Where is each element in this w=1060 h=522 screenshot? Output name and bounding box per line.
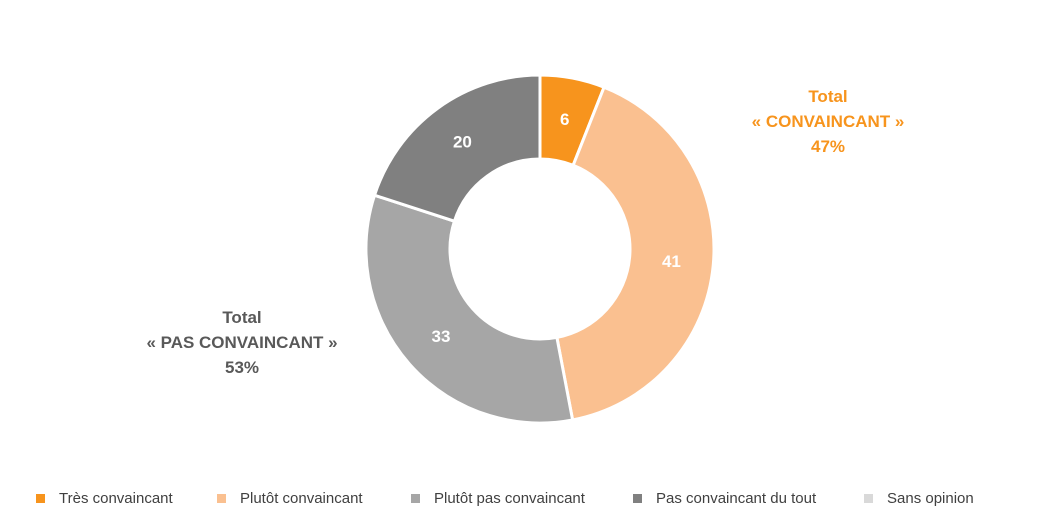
legend-label-plutot-convaincant: Plutôt convaincant <box>240 489 363 507</box>
slice-plutot-convaincant <box>555 85 716 422</box>
chart-legend: Très convaincant Plutôt convaincant Plut… <box>0 486 1060 510</box>
legend-swatch-tres-convaincant <box>36 493 45 503</box>
legend-item-plutot-pas-convaincant: Plutôt pas convaincant <box>411 486 585 510</box>
slice-plutot-pas-convaincant <box>364 193 575 425</box>
total-pas-convaincant-line2: « PAS CONVAINCANT » <box>146 333 338 352</box>
slice-label-tres-convaincant: 6 <box>560 110 569 129</box>
donut-chart-svg: 6 41 33 20 <box>364 73 716 425</box>
legend-label-sans-opinion: Sans opinion <box>887 489 974 507</box>
slice-pas-convaincant-du-tout <box>372 73 542 224</box>
legend-item-sans-opinion: Sans opinion <box>864 486 974 510</box>
legend-swatch-sans-opinion <box>864 493 873 503</box>
total-convaincant-percent: 47% <box>810 137 846 156</box>
slice-label-plutot-convaincant: 41 <box>662 252 681 271</box>
total-pas-convaincant-annotation: Total « PAS CONVAINCANT » 53% <box>128 305 356 380</box>
total-convaincant-annotation: Total « CONVAINCANT » 47% <box>718 84 938 159</box>
legend-item-pas-convaincant-du-tout: Pas convaincant du tout <box>633 486 816 510</box>
total-convaincant-line2: « CONVAINCANT » <box>751 112 905 131</box>
legend-swatch-plutot-convaincant <box>217 493 226 503</box>
total-convaincant-line1: Total <box>808 87 848 106</box>
slice-label-pas-convaincant-du-tout: 20 <box>453 133 472 152</box>
legend-swatch-plutot-pas-convaincant <box>411 493 420 503</box>
legend-label-plutot-pas-convaincant: Plutôt pas convaincant <box>434 489 585 507</box>
legend-item-tres-convaincant: Très convaincant <box>36 486 173 510</box>
legend-item-plutot-convaincant: Plutôt convaincant <box>217 486 363 510</box>
total-pas-convaincant-line1: Total <box>222 308 262 327</box>
legend-label-pas-convaincant-du-tout: Pas convaincant du tout <box>656 489 817 507</box>
legend-swatch-pas-convaincant-du-tout <box>633 493 642 503</box>
slice-label-plutot-pas-convaincant: 33 <box>432 327 451 346</box>
legend-label-tres-convaincant: Très convaincant <box>59 489 173 507</box>
total-pas-convaincant-percent: 53% <box>224 358 260 377</box>
